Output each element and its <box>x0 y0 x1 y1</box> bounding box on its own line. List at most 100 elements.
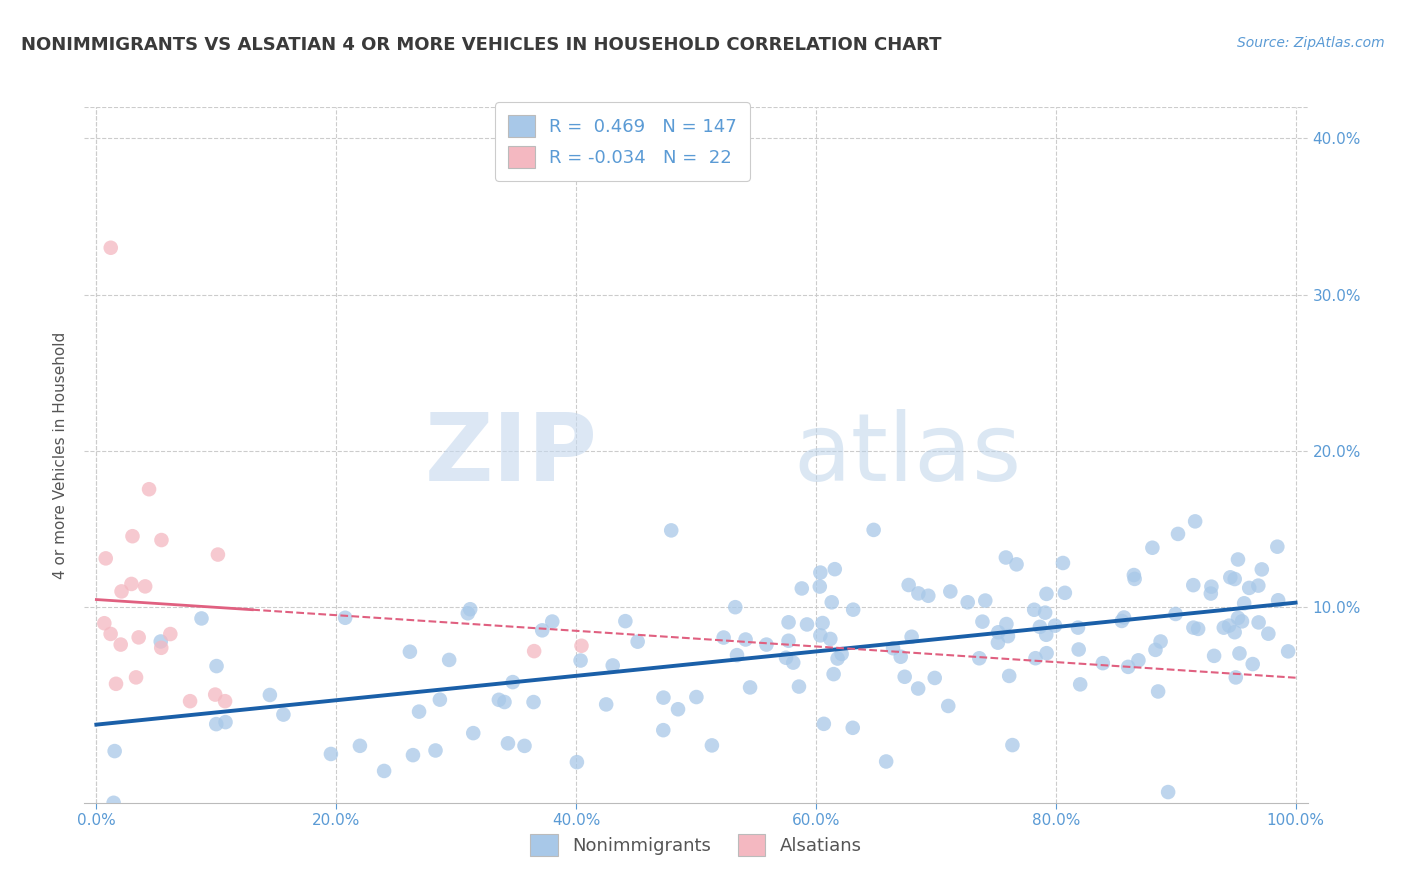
Point <box>893 670 915 684</box>
Text: atlas: atlas <box>794 409 1022 501</box>
Point <box>875 755 897 769</box>
Point <box>974 593 997 607</box>
Point <box>778 615 800 630</box>
Point <box>150 533 173 547</box>
Point <box>998 669 1021 683</box>
Point <box>1164 607 1187 621</box>
Point <box>900 630 922 644</box>
Point <box>602 658 624 673</box>
Point <box>775 650 797 665</box>
Point <box>1182 621 1205 635</box>
Point <box>100 627 122 641</box>
Point <box>987 635 1010 649</box>
Point <box>138 482 160 496</box>
Point <box>94 551 117 566</box>
Point <box>1225 670 1247 684</box>
Point <box>724 600 747 615</box>
Point <box>1067 642 1090 657</box>
Point <box>897 578 920 592</box>
Point <box>842 602 865 616</box>
Point <box>995 617 1018 632</box>
Point <box>1277 644 1299 658</box>
Point <box>1069 677 1091 691</box>
Point <box>808 566 831 580</box>
Point <box>457 607 479 621</box>
Point <box>1043 618 1066 632</box>
Point <box>437 653 460 667</box>
Point <box>939 584 962 599</box>
Point <box>1167 527 1189 541</box>
Point <box>685 690 707 704</box>
Point <box>110 584 132 599</box>
Point <box>1201 580 1223 594</box>
Point <box>1265 540 1288 554</box>
Point <box>734 632 756 647</box>
Point <box>458 602 481 616</box>
Point <box>100 241 122 255</box>
Point <box>1111 614 1133 628</box>
Point <box>502 675 524 690</box>
Point <box>1218 618 1240 632</box>
Point <box>1116 660 1139 674</box>
Point <box>513 739 536 753</box>
Point <box>569 653 592 667</box>
Point <box>349 739 371 753</box>
Point <box>1033 606 1056 620</box>
Point <box>725 648 748 662</box>
Point <box>1223 572 1246 586</box>
Point <box>987 625 1010 640</box>
Point <box>125 670 148 684</box>
Point <box>1212 621 1234 635</box>
Point <box>1182 578 1205 592</box>
Point <box>1199 586 1222 600</box>
Point <box>110 638 132 652</box>
Legend: Nonimmigrants, Alsatians: Nonimmigrants, Alsatians <box>523 827 869 863</box>
Point <box>823 667 845 681</box>
Point <box>1123 572 1146 586</box>
Point <box>1149 634 1171 648</box>
Point <box>1128 653 1150 667</box>
Text: NONIMMIGRANTS VS ALSATIAN 4 OR MORE VEHICLES IN HOUSEHOLD CORRELATION CHART: NONIMMIGRANTS VS ALSATIAN 4 OR MORE VEHI… <box>21 36 942 54</box>
Point <box>700 739 723 753</box>
Point <box>214 715 236 730</box>
Point <box>956 595 979 609</box>
Point <box>1229 647 1251 661</box>
Point <box>1053 586 1076 600</box>
Point <box>808 628 831 642</box>
Point <box>1157 785 1180 799</box>
Point <box>1223 625 1246 640</box>
Point <box>429 692 451 706</box>
Point <box>1230 615 1253 629</box>
Point <box>319 747 342 761</box>
Point <box>755 638 778 652</box>
Point <box>1267 593 1289 607</box>
Point <box>120 577 142 591</box>
Point <box>1035 587 1057 601</box>
Point <box>399 645 422 659</box>
Point <box>425 743 447 757</box>
Point <box>882 641 904 656</box>
Point <box>652 690 675 705</box>
Point <box>1247 579 1270 593</box>
Point <box>1112 610 1135 624</box>
Point <box>463 726 485 740</box>
Point <box>1005 558 1028 572</box>
Point <box>1144 643 1167 657</box>
Point <box>105 677 128 691</box>
Point <box>627 634 650 648</box>
Point <box>659 524 682 538</box>
Point <box>93 616 115 631</box>
Text: ZIP: ZIP <box>425 409 598 501</box>
Point <box>373 764 395 778</box>
Point <box>1204 648 1226 663</box>
Point <box>614 614 637 628</box>
Point <box>917 589 939 603</box>
Point <box>1122 568 1144 582</box>
Point <box>541 615 564 629</box>
Point <box>1142 541 1164 555</box>
Point <box>273 707 295 722</box>
Point <box>1226 611 1249 625</box>
Point <box>1257 626 1279 640</box>
Point <box>997 629 1019 643</box>
Point <box>104 744 127 758</box>
